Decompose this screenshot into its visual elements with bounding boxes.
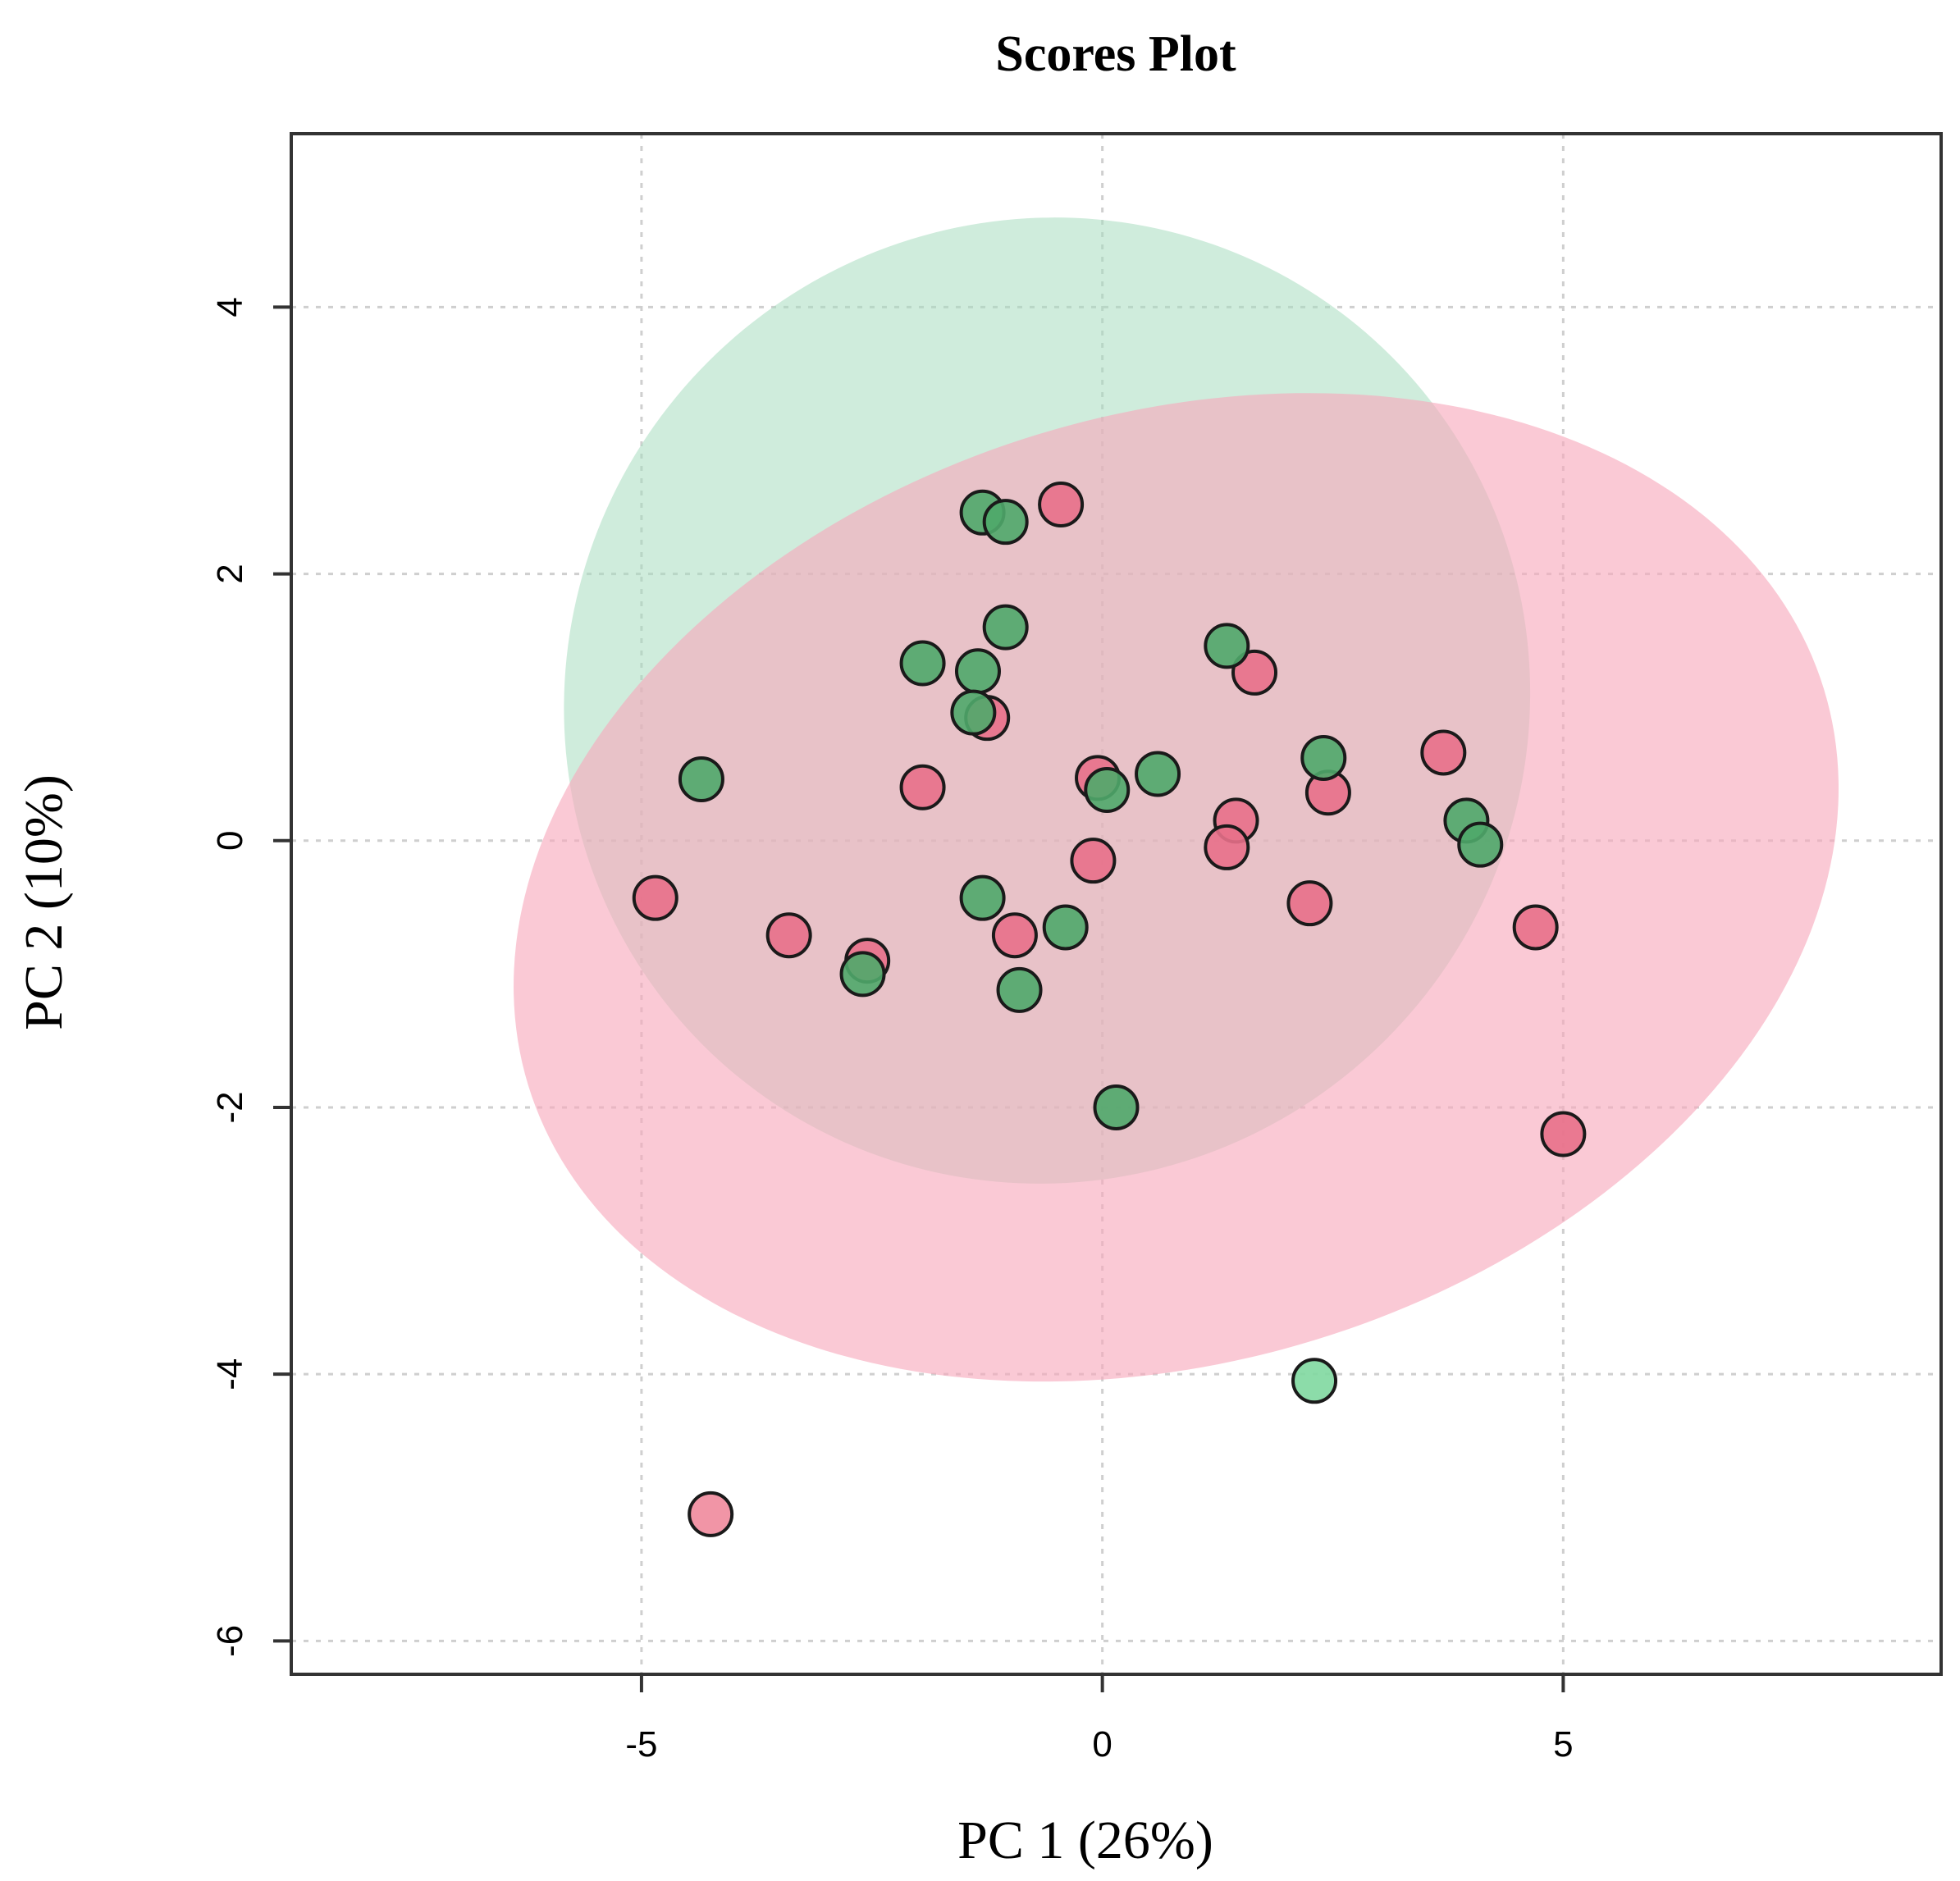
y-tick-label: 4 <box>210 297 250 317</box>
x-tick-label: -5 <box>625 1724 657 1765</box>
red-data-point <box>1286 880 1333 927</box>
red-data-point <box>1420 729 1467 776</box>
red-data-point <box>1231 649 1278 696</box>
y-tick-label: 0 <box>210 831 250 851</box>
red-data-point <box>899 764 946 810</box>
x-axis-label: PC 1 (26%) <box>957 1810 1213 1870</box>
green-data-point <box>996 966 1043 1013</box>
green-data-point <box>954 648 1001 695</box>
data-points <box>632 482 1587 1537</box>
x-tick-label: 5 <box>1553 1724 1573 1765</box>
red-data-point <box>1070 838 1117 884</box>
red-data-point <box>1204 824 1250 870</box>
green-data-point <box>950 689 997 736</box>
y-axis-label: PC 2 (10%) <box>14 774 74 1030</box>
green-data-point <box>982 604 1029 651</box>
green-data-point <box>1300 734 1347 781</box>
green-data-point <box>959 874 1006 921</box>
green-data-point <box>1135 751 1181 797</box>
green-data-point <box>982 499 1029 546</box>
green-data-point <box>1204 623 1250 669</box>
green-data-point <box>1093 1084 1140 1130</box>
red-data-point <box>688 1491 734 1537</box>
y-tick-label: -4 <box>210 1358 250 1390</box>
red-confidence-ellipse <box>514 393 1839 1382</box>
red-data-point <box>991 912 1038 959</box>
green-data-point <box>1457 821 1504 868</box>
green-data-point <box>1084 766 1131 813</box>
green-data-point <box>1042 904 1089 951</box>
green-data-point <box>1291 1358 1338 1404</box>
chart-title: Scores Plot <box>995 26 1236 82</box>
y-tick-label: -6 <box>210 1625 250 1657</box>
y-tick-label: 2 <box>210 564 250 583</box>
x-tick-label: 0 <box>1092 1724 1112 1765</box>
red-data-point <box>1540 1111 1587 1157</box>
red-data-point <box>1512 904 1559 951</box>
green-data-point <box>678 756 724 802</box>
red-data-point <box>765 912 812 959</box>
red-data-point <box>632 874 678 921</box>
red-data-point <box>1038 482 1085 528</box>
green-data-point <box>839 951 886 998</box>
y-tick-label: -2 <box>210 1091 250 1123</box>
axes: 4 2 0 -2 -4 -6 -5 0 5 <box>210 297 1574 1765</box>
green-data-point <box>899 640 946 687</box>
